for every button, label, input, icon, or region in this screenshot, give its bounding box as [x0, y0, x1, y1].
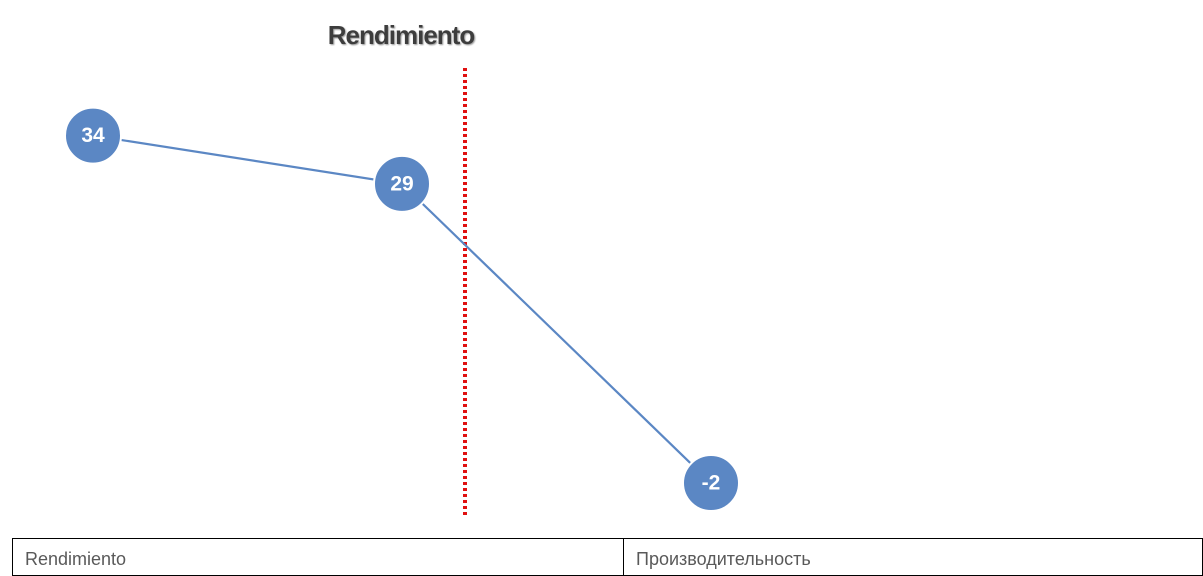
table-cell: Производительность [623, 538, 1203, 576]
data-label: 34 [81, 124, 105, 147]
table-row: Rendimiento Производительность [12, 538, 1203, 576]
chart-title: Rendimiento [328, 20, 475, 50]
data-point [682, 454, 740, 513]
data-point [64, 106, 122, 165]
chart: Rendimiento 34 29 -2 [64, 20, 740, 518]
data-point [373, 154, 431, 213]
data-label: -2 [702, 472, 721, 495]
data-label: 29 [390, 172, 413, 195]
table-cell: Rendimiento [12, 538, 624, 576]
table: Rendimiento Производительность [12, 538, 1203, 576]
